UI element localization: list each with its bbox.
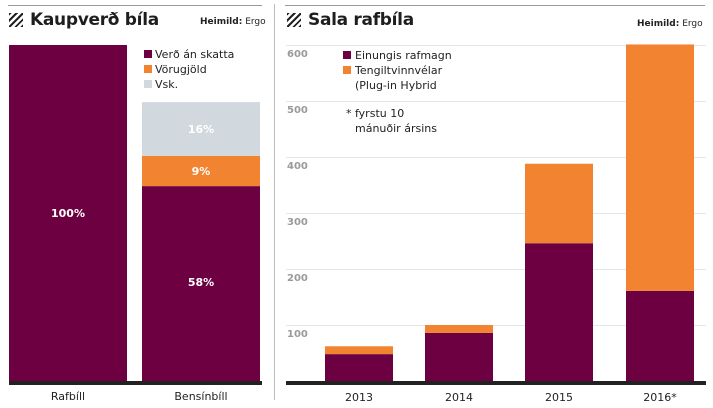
legend-label: Verð án skatta	[155, 48, 234, 61]
category-label: Bensínbíll	[174, 390, 227, 403]
chart-title: Kaupverð bíla	[9, 10, 159, 30]
hatch-icon	[9, 13, 23, 27]
source-credit: Heimild: Ergo	[200, 17, 266, 27]
purchase-price-panel: Kaupverð bíla Heimild: Ergo 100% Rafbíll 5…	[0, 0, 275, 408]
data-label: 58%	[188, 276, 214, 289]
source-value: Ergo	[682, 19, 703, 29]
category-label: Rafbíll	[51, 390, 85, 403]
legend-label: Vörugjöld	[155, 63, 207, 76]
source-value: Ergo	[245, 17, 266, 27]
bar-segment-purple	[9, 45, 127, 381]
chart-title: Sala rafbíla	[287, 10, 414, 30]
legend-swatch-orange	[144, 65, 152, 73]
source-credit: Heimild: Ergo	[637, 19, 703, 29]
top-rule	[285, 5, 705, 6]
hatch-icon	[287, 13, 301, 27]
legend-swatch-purple	[144, 50, 152, 58]
chart-title-text: Kaupverð bíla	[30, 10, 159, 30]
source-label: Heimild:	[637, 19, 680, 29]
top-rule	[8, 5, 262, 6]
bar-segment-gray	[142, 102, 260, 156]
data-label: 9%	[192, 165, 211, 178]
purchase-price-chart: 100% Rafbíll 58% 9% 16% Bensínbíll Verð án ska…	[9, 45, 262, 403]
legend-swatch-gray	[144, 80, 152, 88]
legend-label: Vsk.	[155, 78, 178, 91]
source-label: Heimild:	[200, 17, 243, 27]
ev-sales-panel: Sala rafbíla Heimild: Ergo	[283, 0, 713, 408]
data-label: 100%	[51, 207, 85, 220]
bar-segment-orange	[142, 155, 260, 187]
x-axis-baseline	[9, 381, 262, 385]
panel-divider	[274, 4, 275, 400]
data-label: 16%	[188, 123, 214, 136]
chart-title-text: Sala rafbíla	[308, 10, 414, 30]
bar-segment-purple	[142, 186, 260, 381]
